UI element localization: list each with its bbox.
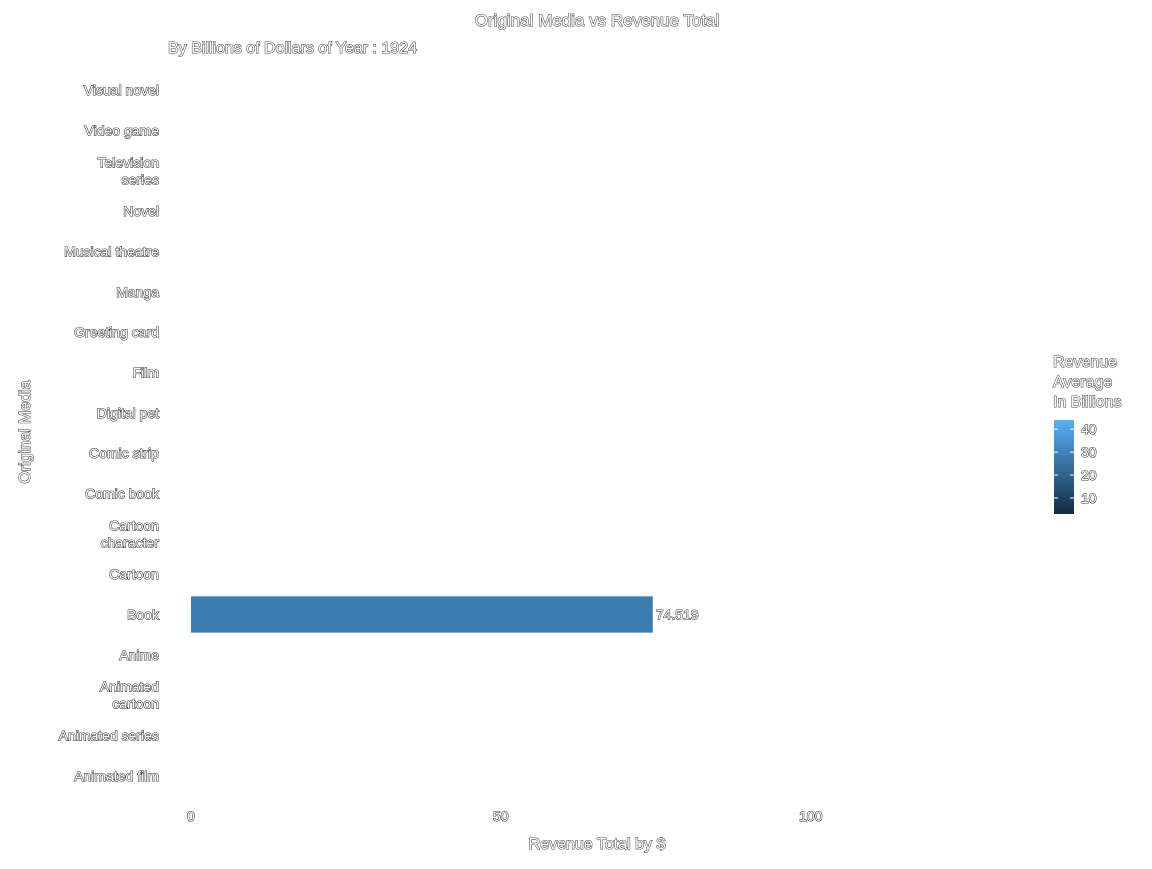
chart-title: Original Media vs Revenue Total bbox=[475, 11, 719, 30]
data-labels-group: 74.519 bbox=[655, 606, 699, 623]
y-tick-label: Video game bbox=[85, 123, 160, 139]
y-axis-tick-labels: Visual novel Video game Television series No… bbox=[58, 82, 160, 785]
x-axis-title: Revenue Total by $ bbox=[529, 836, 666, 853]
y-tick-label: Cartoon character bbox=[101, 517, 160, 550]
y-tick-label: Cartoon bbox=[109, 566, 159, 582]
y-tick-label: Musical theatre bbox=[64, 244, 159, 260]
legend-tick-label: 30 bbox=[1081, 444, 1097, 460]
x-tick-label: 100 bbox=[799, 808, 823, 824]
y-tick-label: Greeting card bbox=[74, 324, 159, 340]
y-tick-label: Animated series bbox=[59, 728, 159, 744]
y-tick-label: Digital pet bbox=[97, 405, 159, 421]
y-tick-label: Manga bbox=[116, 284, 159, 300]
y-tick-label: Book bbox=[127, 607, 160, 623]
y-tick-label: Film bbox=[133, 365, 159, 381]
bar-value-label: 74.519 bbox=[656, 607, 699, 623]
legend-color-bar bbox=[1054, 420, 1074, 514]
legend-tick-label: 40 bbox=[1081, 421, 1097, 437]
x-tick-label: 0 bbox=[187, 808, 195, 824]
y-tick-label: Television series bbox=[98, 154, 159, 187]
legend-tick-label: 20 bbox=[1081, 467, 1097, 483]
legend-title-line: Average bbox=[1053, 374, 1112, 391]
y-tick-label: Animated film bbox=[74, 768, 159, 784]
y-tick-label: Novel bbox=[123, 203, 159, 219]
x-axis-tick-labels: 0 50 100 bbox=[186, 807, 823, 824]
chart-subtitle: By Billions of Dollars of Year : 1924 bbox=[168, 40, 417, 57]
bar-book bbox=[190, 596, 653, 633]
legend-ticks: 10 20 30 40 bbox=[1054, 421, 1097, 507]
legend-tick-label: 10 bbox=[1081, 490, 1097, 506]
y-tick-label: Animated cartoon bbox=[100, 679, 159, 712]
legend-title-line: Revenue bbox=[1053, 354, 1117, 371]
y-tick-label: Anime bbox=[119, 647, 159, 663]
color-legend: Revenue Average In Billions 10 20 30 40 bbox=[1052, 353, 1122, 514]
y-tick-label: Visual novel bbox=[84, 82, 159, 98]
y-tick-label: Comic strip bbox=[89, 445, 159, 461]
bars-group bbox=[190, 596, 653, 633]
legend-title: Revenue Average In Billions bbox=[1052, 353, 1122, 411]
y-tick-label: Comic book bbox=[85, 486, 160, 502]
x-tick-label: 50 bbox=[493, 808, 509, 824]
legend-title-line: In Billions bbox=[1053, 394, 1121, 411]
y-axis-title: Original Media bbox=[17, 380, 34, 483]
